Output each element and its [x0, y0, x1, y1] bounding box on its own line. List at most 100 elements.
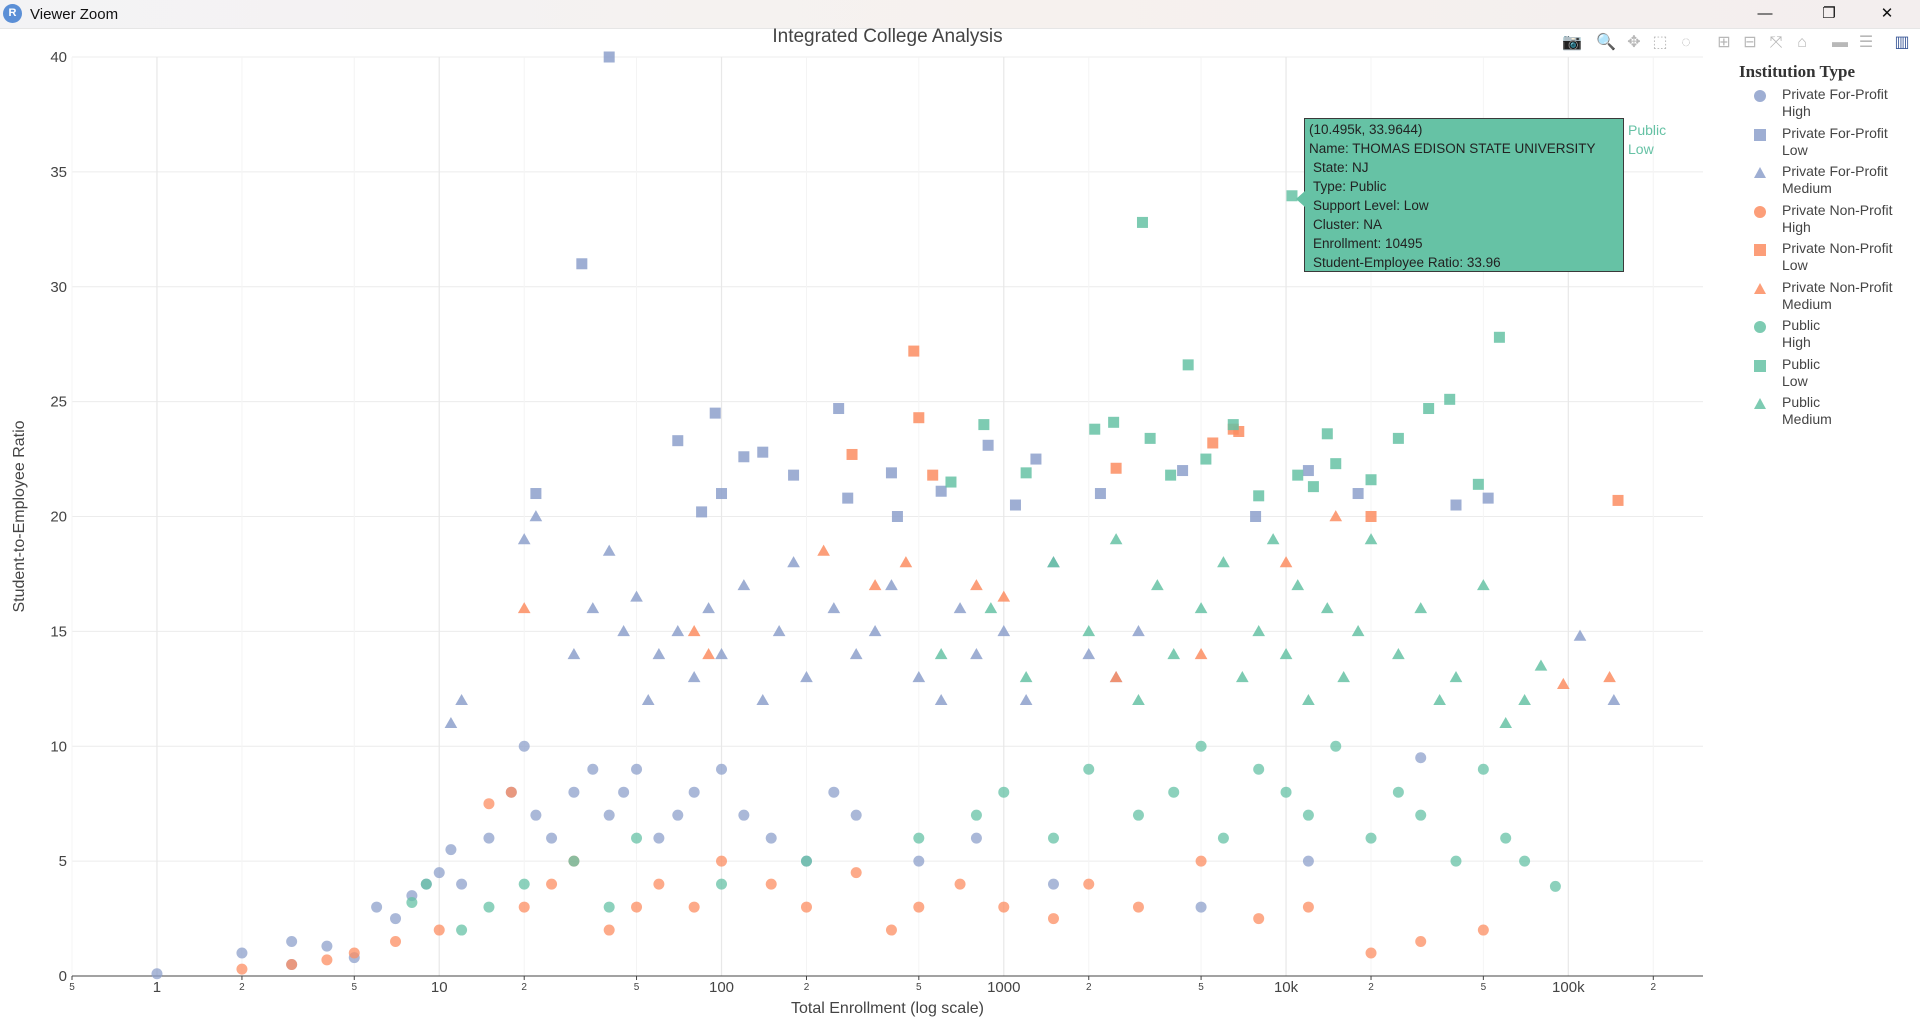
square-marker-icon — [1754, 359, 1766, 372]
x-minor-tick-label: 5 — [351, 982, 357, 993]
autoscale-icon[interactable]: ⤧ — [1769, 34, 1783, 51]
point-private-for-profit-medium — [912, 671, 926, 683]
point-public-high — [716, 878, 728, 890]
point-private-for-profit-medium — [934, 693, 948, 706]
point-public-medium — [1433, 693, 1446, 706]
point-private-for-profit-high — [151, 968, 163, 980]
point-private-for-profit-medium — [715, 648, 728, 660]
point-private-for-profit-low — [891, 511, 903, 522]
point-private-non-profit-high — [1477, 924, 1489, 936]
zoom-icon[interactable]: 🔍 — [1596, 34, 1616, 51]
point-public-low — [1200, 453, 1212, 465]
triangle-marker-icon — [1754, 398, 1766, 409]
point-private-non-profit-medium — [997, 590, 1011, 602]
point-private-for-profit-low — [982, 439, 994, 451]
zoom-in-icon[interactable]: ⊞ — [1717, 34, 1731, 51]
point-public-low — [1136, 216, 1148, 228]
point-public-high — [518, 878, 530, 890]
zoom-out-icon[interactable]: ⊟ — [1743, 34, 1757, 51]
point-private-non-profit-high — [653, 878, 665, 890]
point-private-non-profit-high — [688, 901, 700, 913]
plotly-logo-icon[interactable]: ▥ — [1894, 34, 1910, 51]
point-private-non-profit-high — [885, 924, 897, 936]
point-public-high — [1392, 786, 1404, 798]
point-private-for-profit-high — [483, 832, 495, 844]
x-tick-label: 1000 — [987, 979, 1020, 996]
point-public-medium — [1194, 602, 1208, 614]
point-public-low — [1227, 419, 1239, 431]
point-public-low — [1108, 416, 1120, 428]
legend-item-label: Public Low — [1782, 355, 1821, 389]
point-private-non-profit-high — [286, 959, 298, 971]
point-private-for-profit-high — [738, 809, 750, 821]
pan-icon[interactable]: ✥ — [1627, 34, 1641, 51]
point-private-non-profit-high — [1195, 855, 1207, 867]
point-private-for-profit-low — [1030, 453, 1042, 465]
point-private-non-profit-medium — [899, 556, 913, 568]
point-public-medium — [1167, 648, 1181, 660]
chart-title: Integrated College Analysis — [772, 28, 1002, 47]
window-title: Viewer Zoom — [30, 6, 119, 23]
point-private-for-profit-low — [935, 485, 947, 497]
legend-item-label: Private For-Profit High — [1782, 86, 1888, 119]
point-public-low — [1321, 428, 1333, 440]
point-private-non-profit-medium — [1603, 671, 1616, 683]
point-private-non-profit-high — [505, 786, 517, 798]
restore-button[interactable]: ❐ — [1822, 5, 1836, 22]
point-private-non-profit-low — [1365, 511, 1377, 522]
point-private-for-profit-medium — [827, 602, 841, 614]
y-axis-title: Student-to-Employee Ratio — [11, 420, 28, 612]
point-private-for-profit-medium — [687, 671, 701, 683]
point-private-for-profit-medium — [617, 625, 630, 637]
point-private-for-profit-low — [885, 467, 897, 479]
tooltip-enrollment: Enrollment: 10495 — [1313, 236, 1423, 251]
point-private-for-profit-high — [530, 809, 542, 821]
point-private-for-profit-medium — [602, 544, 616, 556]
point-private-for-profit-low — [716, 488, 728, 500]
triangle-marker-icon — [1754, 282, 1766, 294]
point-private-for-profit-high — [1195, 901, 1207, 913]
tooltip-trace-name-line1: Public — [1628, 122, 1667, 138]
point-private-for-profit-medium — [1019, 693, 1033, 706]
x-minor-tick-label: 2 — [1368, 982, 1374, 993]
reset-axes-icon[interactable]: ⌂ — [1797, 34, 1807, 51]
point-public-medium — [1351, 625, 1365, 637]
point-private-for-profit-low — [833, 403, 845, 415]
point-private-for-profit-medium — [953, 602, 967, 614]
point-public-high — [1477, 763, 1489, 775]
point-private-for-profit-high — [603, 809, 615, 821]
point-public-high — [1195, 740, 1207, 752]
spike-lines-icon[interactable]: ▬ — [1832, 34, 1848, 51]
point-public-medium — [1217, 556, 1230, 568]
point-public-medium — [1291, 579, 1305, 591]
point-private-non-profit-high — [321, 954, 333, 966]
point-public-low — [1392, 432, 1404, 444]
tooltip-cluster: Cluster: NA — [1313, 217, 1383, 232]
point-public-high — [483, 901, 495, 913]
x-tick-label: 100 — [709, 979, 734, 996]
minimize-button[interactable]: — — [1757, 5, 1773, 22]
point-public-low — [1020, 467, 1032, 479]
point-private-non-profit-medium — [1329, 510, 1343, 522]
point-private-for-profit-high — [445, 844, 457, 856]
lasso-icon[interactable]: ◌ — [1681, 34, 1691, 51]
point-private-for-profit-medium — [885, 579, 898, 591]
x-minor-tick-label: 2 — [1651, 982, 1657, 993]
point-public-low — [1292, 469, 1304, 481]
point-public-low — [1444, 393, 1456, 405]
camera-icon[interactable]: 📷 — [1562, 34, 1582, 51]
close-button[interactable]: ✕ — [1880, 5, 1894, 22]
point-private-non-profit-high — [518, 901, 530, 913]
triangle-marker-icon — [1754, 167, 1766, 178]
box-select-icon[interactable]: ⬚ — [1652, 34, 1668, 51]
point-private-non-profit-high — [1083, 878, 1095, 890]
compare-hover-icon[interactable]: ☰ — [1858, 34, 1874, 51]
point-public-medium — [1534, 659, 1548, 671]
point-private-for-profit-medium — [737, 579, 751, 591]
point-private-for-profit-low — [672, 435, 684, 447]
point-private-for-profit-high — [828, 786, 840, 798]
x-minor-tick-label: 2 — [1086, 982, 1092, 993]
point-public-high — [1519, 855, 1531, 867]
point-private-for-profit-medium — [800, 671, 813, 683]
